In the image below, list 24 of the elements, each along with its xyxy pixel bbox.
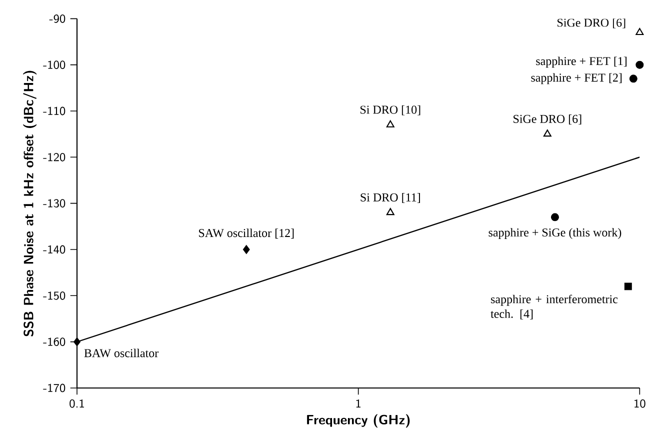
- annotation: SiGe DRO [6]: [558, 18, 626, 28]
- y-tick-label: -160: [43, 338, 66, 346]
- annotation: BAW oscillator: [84, 348, 159, 358]
- y-tick-label: -120: [43, 152, 66, 162]
- y-tick-label: -90: [49, 14, 66, 23]
- y-tick-label: -130: [43, 199, 66, 208]
- y-tick-label: -150: [43, 291, 66, 300]
- annotation: sapphire + interferometric tech. [4]: [490, 294, 618, 320]
- y-tick-label: -170: [43, 384, 66, 392]
- y-axis-title: SSB Phase Noise at 1 kHz offset (dBc/Hz): [23, 70, 37, 336]
- annotation: SAW oscillator [12]: [199, 228, 294, 239]
- y-tick-label: -110: [43, 106, 66, 116]
- x-tick-label: 10: [634, 399, 646, 408]
- annotation: SiGe DRO [6]: [514, 114, 582, 124]
- y-tick-label: -140: [43, 245, 66, 254]
- annotation: Si DRO [10]: [360, 105, 420, 116]
- annotation: sapphire + FET [1]: [536, 56, 627, 68]
- annotation: Si DRO [11]: [360, 193, 420, 203]
- x-axis-title: Frequency (GHz): [307, 414, 410, 428]
- annotation: sapphire + FET [2]: [531, 73, 622, 84]
- x-tick-label: 1: [356, 399, 360, 408]
- x-tick-label: 0.1: [70, 399, 84, 408]
- annotation: sapphire + SiGe (this work): [488, 228, 622, 239]
- y-tick-label: -100: [43, 60, 66, 70]
